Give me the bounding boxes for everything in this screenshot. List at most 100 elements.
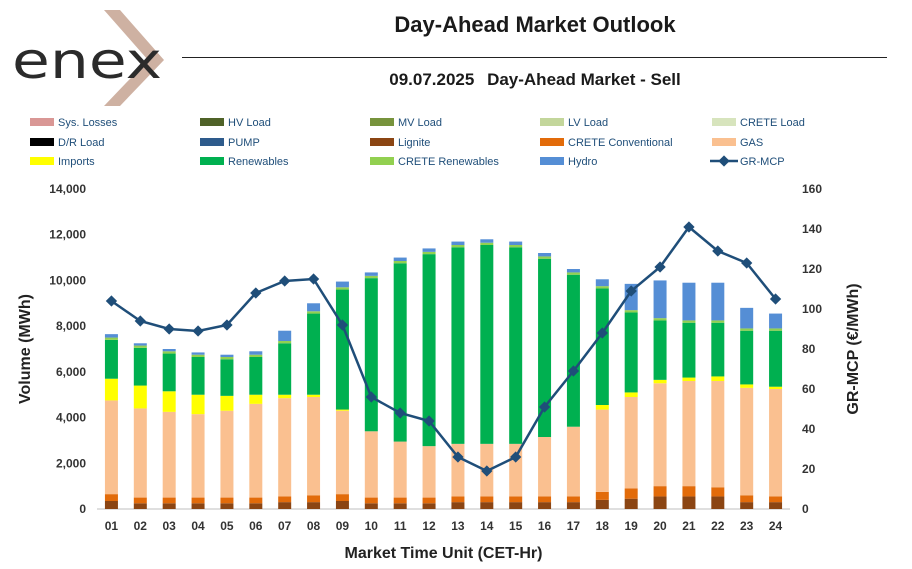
bar-renewables-10: [364, 278, 378, 432]
y2-tick-label: 20: [802, 462, 816, 476]
bar-crete-conventional-19: [624, 488, 638, 499]
gr-mcp-point-24: [769, 293, 782, 305]
bar-imports-24: [769, 386, 783, 389]
bar-lignite-04: [191, 503, 205, 509]
bar-imports-18: [595, 405, 609, 410]
x-axis-title: Market Time Unit (CET-Hr): [345, 545, 543, 562]
bar-crete-conventional-21: [682, 486, 696, 497]
y-tick-label: 2,000: [56, 456, 86, 470]
gr-mcp-point-15: [510, 451, 522, 463]
x-tick-label: 24: [769, 519, 783, 533]
bar-crete-conventional-11: [393, 497, 407, 504]
bar-crete-renewables-13: [451, 245, 465, 248]
legend-label-crete-renewables: CRETE Renewables: [398, 156, 499, 168]
legend-label-gas: GAS: [740, 137, 763, 149]
legend-swatch-crete-conventional: [540, 138, 564, 146]
bar-imports-08: [307, 394, 321, 397]
bar-hydro-02: [133, 343, 147, 346]
bar-lignite-17: [566, 502, 580, 509]
y-tick-label: 4,000: [56, 411, 86, 425]
bar-crete-conventional-24: [769, 496, 783, 503]
bar-hydro-16: [538, 253, 552, 257]
bar-gas-20: [653, 383, 667, 487]
bar-renewables-16: [538, 258, 552, 437]
x-tick-label: 05: [220, 519, 234, 533]
gr-mcp-point-20: [654, 261, 666, 273]
bar-imports-01: [104, 378, 118, 401]
bar-crete-conventional-14: [480, 496, 494, 503]
bar-lignite-18: [595, 499, 609, 509]
x-tick-label: 23: [740, 519, 754, 533]
bar-crete-conventional-04: [191, 497, 205, 504]
y-tick-label: 14,000: [49, 182, 86, 196]
bar-renewables-13: [451, 247, 465, 444]
bar-renewables-20: [653, 320, 667, 380]
bar-crete-renewables-18: [595, 286, 609, 289]
bar-hydro-09: [335, 281, 349, 288]
legend-label-gr-mcp: GR-MCP: [740, 156, 785, 168]
bar-imports-05: [220, 395, 234, 411]
x-tick-label: 12: [422, 519, 436, 533]
bar-renewables-19: [624, 312, 638, 393]
y2-tick-label: 80: [802, 342, 816, 356]
legend-swatch-imports: [30, 157, 54, 165]
bar-lignite-13: [451, 502, 465, 509]
bar-crete-conventional-16: [538, 496, 552, 503]
bar-renewables-17: [566, 274, 580, 427]
bar-renewables-22: [711, 322, 725, 377]
bar-hydro-15: [509, 241, 523, 245]
gr-mcp-point-05: [221, 319, 233, 331]
bar-hydro-04: [191, 352, 205, 355]
bar-gas-06: [249, 403, 263, 498]
gr-mcp-point-14: [481, 465, 493, 477]
legend-label-imports: Imports: [58, 156, 95, 168]
gr-mcp-point-17: [567, 365, 580, 377]
bar-crete-conventional-07: [278, 496, 292, 503]
bar-imports-07: [278, 394, 292, 399]
bar-gas-02: [133, 408, 147, 498]
gr-mcp-point-04: [192, 325, 204, 337]
gr-mcp-point-10: [365, 391, 377, 403]
x-tick-label: 03: [163, 519, 177, 533]
bar-gas-03: [162, 411, 176, 498]
bar-hydro-23: [740, 307, 754, 329]
bar-crete-conventional-20: [653, 486, 667, 497]
bar-renewables-09: [335, 289, 349, 410]
legend-swatch-crete-renewables: [370, 157, 394, 165]
gr-mcp-point-08: [307, 273, 320, 285]
bar-gas-17: [566, 426, 580, 497]
legend-label-crete-load: CRETE Load: [740, 117, 805, 129]
bar-lignite-09: [335, 501, 349, 509]
bar-hydro-03: [162, 349, 176, 352]
bar-crete-conventional-03: [162, 497, 176, 504]
gr-mcp-point-18: [596, 327, 608, 339]
bar-lignite-14: [480, 502, 494, 509]
x-tick-label: 01: [105, 519, 119, 533]
logo-chevron: [104, 10, 164, 106]
gr-mcp-point-23: [741, 257, 753, 269]
bar-crete-conventional-22: [711, 487, 725, 497]
legend-label-pump: PUMP: [228, 137, 260, 149]
bar-renewables-15: [509, 247, 523, 444]
legend-swatch-hydro: [540, 157, 564, 165]
legend-swatch-gas: [712, 138, 736, 146]
enex-logo: enex: [12, 10, 164, 106]
bar-imports-06: [249, 394, 263, 404]
bar-crete-renewables-08: [307, 311, 321, 314]
bar-gas-18: [595, 409, 609, 492]
market-name: Day-Ahead Market - Sell: [487, 70, 681, 89]
y2-tick-label: 140: [802, 222, 822, 236]
x-tick-label: 21: [682, 519, 696, 533]
page-subtitle: 09.07.2025 Day-Ahead Market - Sell: [180, 70, 890, 90]
gr-mcp-point-22: [712, 245, 724, 257]
bar-crete-conventional-10: [364, 497, 378, 504]
x-tick-label: 02: [134, 519, 148, 533]
bar-gas-05: [220, 410, 234, 498]
bar-renewables-04: [191, 357, 205, 395]
x-tick-label: 15: [509, 519, 523, 533]
bar-crete-conventional-12: [422, 497, 436, 504]
bar-hydro-20: [653, 280, 667, 319]
bar-hydro-11: [393, 257, 407, 261]
bar-crete-renewables-01: [104, 337, 118, 340]
x-tick-label: 07: [278, 519, 292, 533]
